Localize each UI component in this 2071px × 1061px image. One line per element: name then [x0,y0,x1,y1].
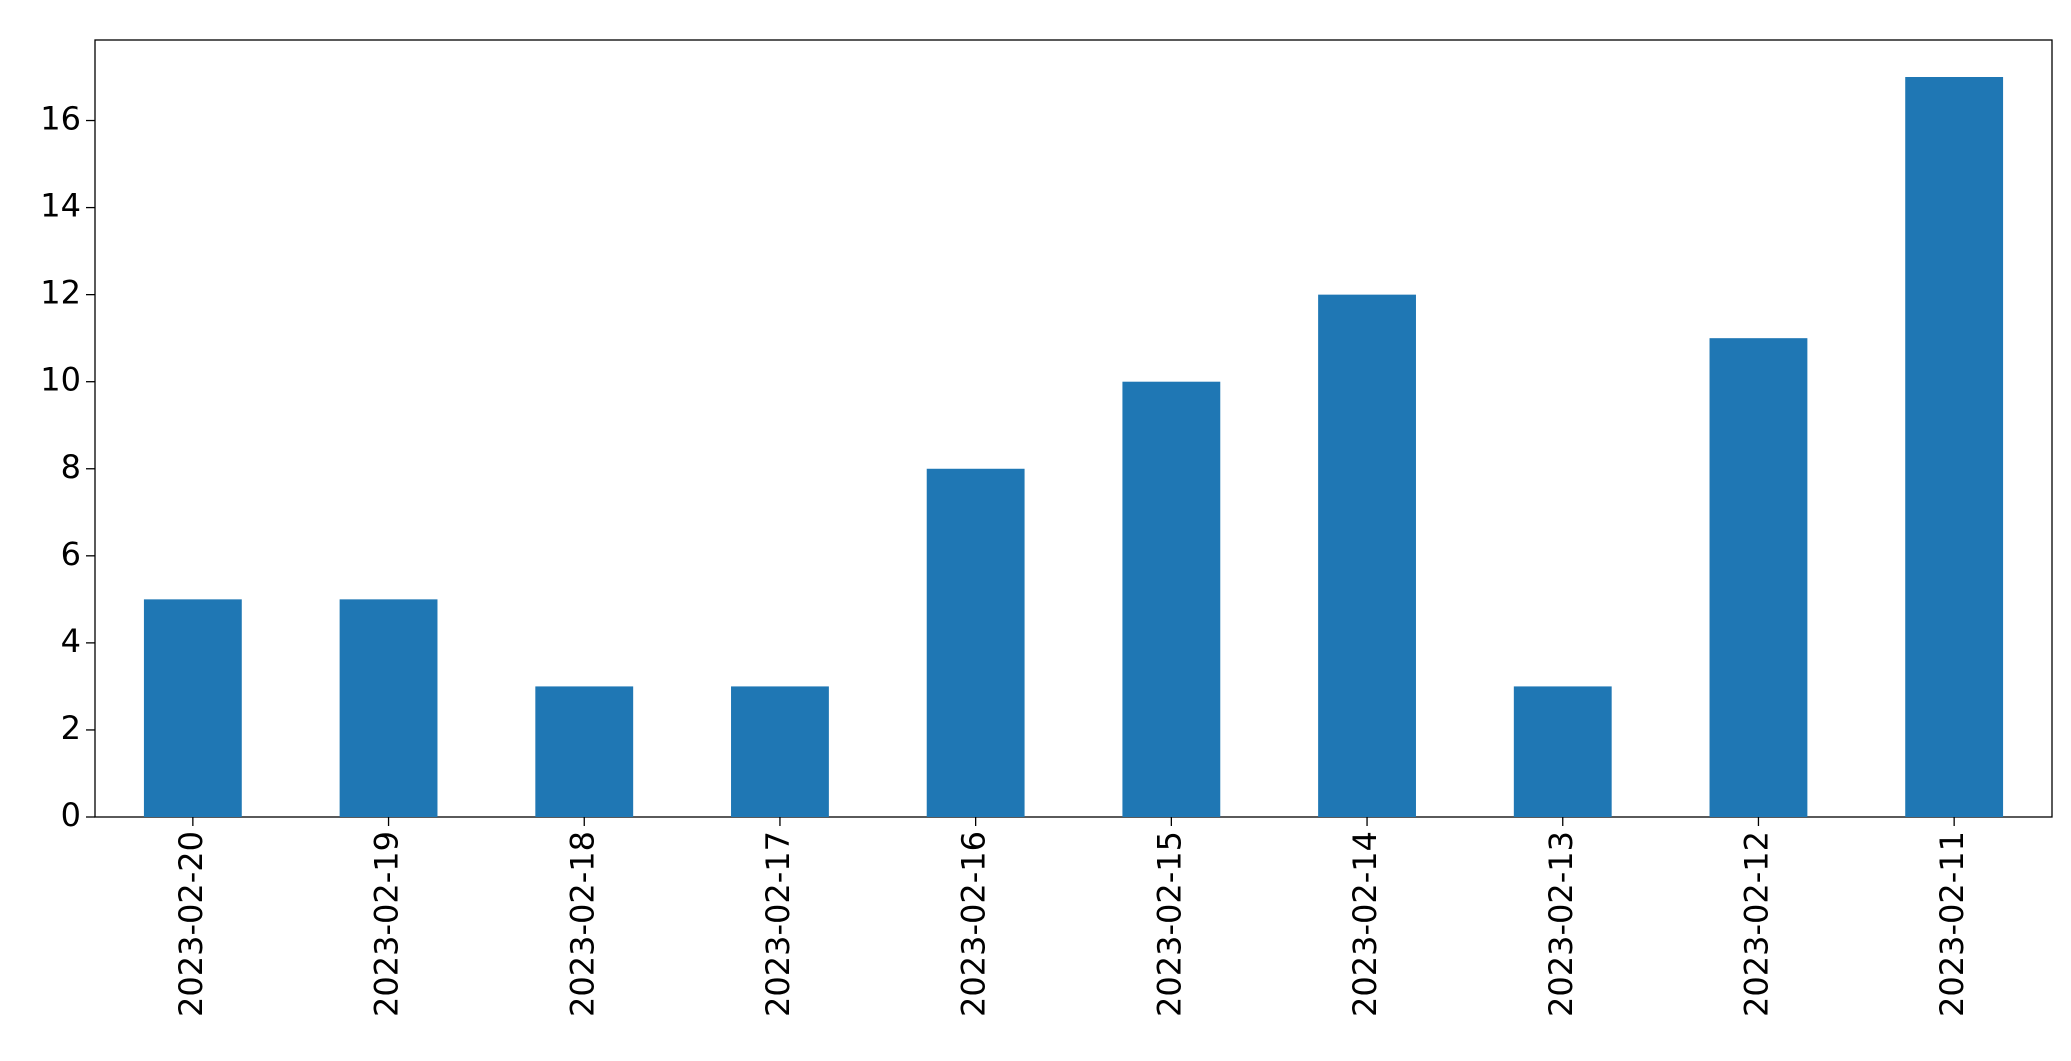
y-tick-label: 6 [61,535,81,573]
y-tick-label: 0 [61,796,81,834]
y-tick-label: 4 [61,622,81,660]
bar [143,599,242,817]
x-tick-label: 2023-02-17 [759,831,797,1017]
y-tick-label: 14 [40,187,81,225]
x-tick-label: 2023-02-20 [172,831,210,1017]
x-tick-label: 2023-02-16 [955,831,993,1017]
y-tick-label: 16 [40,100,81,138]
y-tick-label: 2 [61,709,81,747]
bar [731,686,829,817]
x-tick-label: 2023-02-18 [563,831,601,1017]
x-tick-label: 2023-02-11 [1933,831,1971,1017]
x-tick-label: 2023-02-12 [1737,831,1775,1017]
bar [339,599,438,817]
x-tick-label: 2023-02-14 [1346,831,1384,1017]
y-tick-label: 12 [40,274,81,312]
bar [535,686,634,817]
y-tick-label: 10 [40,361,81,399]
plot-frame [94,39,2053,818]
x-tick-label: 2023-02-13 [1542,831,1580,1017]
x-tick-label: 2023-02-15 [1150,831,1188,1017]
bar [1122,381,1221,817]
bar [1905,77,2004,817]
bar [926,468,1025,817]
bar [1513,686,1612,817]
y-tick-label: 8 [61,448,81,486]
bar [1709,338,1808,817]
bar [1318,294,1416,817]
x-tick-label: 2023-02-19 [368,831,406,1017]
